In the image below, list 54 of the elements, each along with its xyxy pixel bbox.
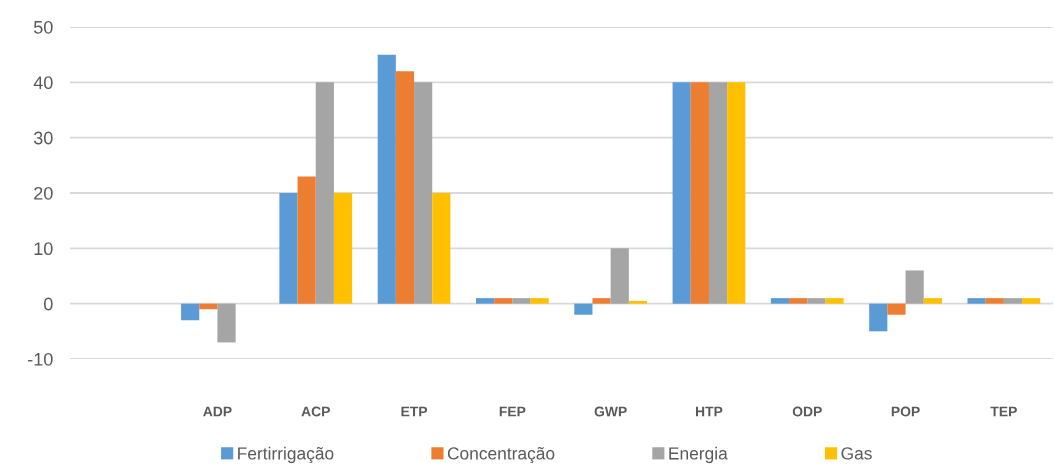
bar <box>512 298 531 304</box>
y-tick-label: 40 <box>33 76 53 90</box>
bar <box>432 193 451 304</box>
bar <box>181 303 200 321</box>
legend-label: Fertirrigação <box>238 446 334 464</box>
bar <box>297 176 316 304</box>
x-tick-label: ADP <box>203 406 232 417</box>
bar <box>395 71 415 304</box>
bar <box>789 298 808 304</box>
bar <box>770 298 790 304</box>
bar <box>708 82 728 304</box>
bar <box>414 82 433 304</box>
x-tick-label: ODP <box>792 406 822 417</box>
bar <box>628 300 648 304</box>
y-tick-label: 10 <box>34 242 53 256</box>
y-tick-label: 0 <box>44 297 53 311</box>
legend-label: Gas <box>841 447 872 460</box>
legend-label: Concentração <box>447 446 555 464</box>
bar <box>923 298 942 304</box>
bar <box>592 298 611 304</box>
y-tick-label: 20 <box>34 186 53 200</box>
x-tick-label: ETP <box>401 406 428 417</box>
bar <box>807 298 826 304</box>
legend-label: Energia <box>669 446 728 463</box>
bar <box>494 298 513 304</box>
bar <box>279 193 298 304</box>
x-tick-label: POP <box>891 406 920 417</box>
y-tick-label: 50 <box>33 20 53 34</box>
x-tick-label: ACP <box>301 406 330 417</box>
bar <box>530 298 549 304</box>
bar <box>887 303 906 315</box>
bar <box>315 82 334 304</box>
bar <box>1022 298 1041 304</box>
bar <box>574 303 593 315</box>
bar <box>985 298 1004 304</box>
x-tick-label: FEP <box>499 406 526 417</box>
y-tick-label: 30 <box>33 131 53 145</box>
bar <box>869 303 888 332</box>
bar <box>377 54 396 304</box>
bar <box>825 298 844 304</box>
x-tick-label: HTP <box>695 406 723 417</box>
bar <box>217 303 236 343</box>
bar <box>475 298 495 304</box>
y-tick-label: -10 <box>28 352 53 366</box>
bar <box>905 270 924 304</box>
bar <box>967 298 986 304</box>
bar <box>333 193 353 304</box>
bar <box>672 82 691 304</box>
bar <box>610 248 629 304</box>
bar <box>690 82 709 304</box>
x-tick-label: TEP <box>990 406 1017 417</box>
bar <box>1003 298 1023 304</box>
x-tick-label: GWP <box>594 406 627 417</box>
bar <box>727 82 746 304</box>
